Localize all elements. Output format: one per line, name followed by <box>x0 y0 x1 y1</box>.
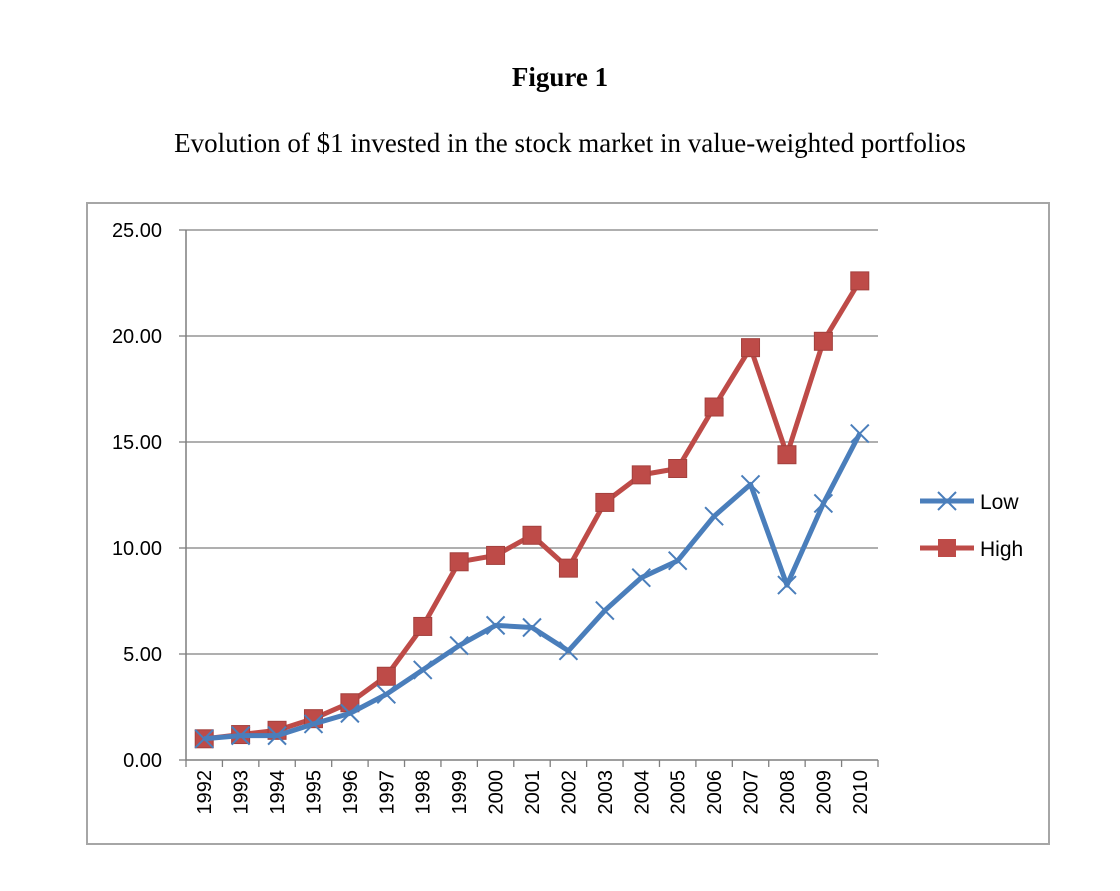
data-point <box>558 558 578 578</box>
x-tick-label: 1998 <box>413 770 435 815</box>
marker-stroke <box>813 493 834 514</box>
y-tick-label: 0.00 <box>123 750 162 772</box>
marker-stroke <box>740 474 761 495</box>
data-point <box>485 615 506 636</box>
marker-stroke <box>303 714 324 734</box>
marker-stroke <box>449 635 469 656</box>
y-tick-label: 15.00 <box>112 432 162 454</box>
x-tick-label: 2005 <box>668 770 690 815</box>
series-low <box>194 423 870 749</box>
data-point <box>558 641 579 661</box>
marker-stroke <box>937 491 957 511</box>
legend: Low High <box>920 491 1023 561</box>
marker-stroke <box>595 600 615 621</box>
chart-frame <box>86 202 1050 845</box>
data-point <box>741 338 761 358</box>
legend-item-high: High <box>920 538 1023 561</box>
figure-title: Figure 1 <box>511 62 609 92</box>
series <box>194 271 870 749</box>
marker-stroke <box>631 567 651 588</box>
data-point <box>704 506 724 526</box>
data-point <box>340 703 360 724</box>
marker-stroke <box>704 506 724 526</box>
data-point <box>230 725 251 746</box>
data-point <box>449 552 469 572</box>
x-tick-label: 1992 <box>194 770 216 815</box>
x-tick-label: 1993 <box>231 770 253 815</box>
data-point <box>850 423 870 444</box>
figure-subtitle: Evolution of $1 invested in the stock ma… <box>174 128 966 158</box>
marker-stroke <box>558 641 579 661</box>
data-point <box>777 445 797 465</box>
axes <box>179 229 879 767</box>
x-tick-labels: 1992 1993 1994 1995 1996 1997 1998 1999 2000 2001… <box>194 770 872 815</box>
data-point <box>850 271 870 291</box>
marker-stroke <box>267 725 287 746</box>
data-point <box>522 525 542 545</box>
data-point <box>667 551 688 571</box>
x-tick-label: 2001 <box>522 770 544 815</box>
series-line <box>203 432 863 742</box>
data-point <box>413 660 433 680</box>
data-point <box>303 714 324 734</box>
y-tick-labels: 0.00 5.00 10.00 15.00 20.00 25.00 <box>112 220 162 772</box>
data-point <box>267 725 287 746</box>
data-point <box>704 397 724 417</box>
marker-stroke <box>230 725 251 746</box>
x-tick-label: 2008 <box>777 770 799 815</box>
data-point <box>413 616 433 636</box>
series-high <box>194 271 870 749</box>
y-tick-label: 10.00 <box>112 538 162 560</box>
marker-stroke <box>777 575 797 595</box>
marker-stroke <box>850 423 870 444</box>
x-tick-label: 1995 <box>303 770 325 815</box>
x-tick-label: 2003 <box>595 770 617 815</box>
data-point <box>194 729 214 749</box>
x-tick-label: 2002 <box>558 770 580 815</box>
marker-stroke <box>413 660 433 680</box>
x-tick-label: 2006 <box>704 770 726 815</box>
x-tick-label: 2000 <box>486 770 508 815</box>
marker-stroke <box>194 729 214 749</box>
legend-label: High <box>980 538 1023 561</box>
x-tick-label: 1996 <box>340 770 362 815</box>
legend-label: Low <box>980 491 1019 514</box>
data-point <box>668 459 688 478</box>
data-point <box>376 666 396 686</box>
data-point <box>486 545 506 565</box>
data-point <box>777 575 797 595</box>
marker-stroke <box>376 684 397 704</box>
gridlines <box>186 229 878 655</box>
data-point <box>631 465 651 485</box>
legend-marker <box>938 539 956 557</box>
x-tick-label: 2009 <box>813 770 835 815</box>
x-tick-label: 1994 <box>267 770 289 815</box>
data-point <box>595 600 615 621</box>
marker-stroke <box>522 617 542 638</box>
data-point <box>522 617 542 638</box>
y-tick-label: 20.00 <box>112 326 162 348</box>
data-point <box>449 635 469 656</box>
data-point <box>631 567 651 588</box>
data-point <box>813 493 834 514</box>
data-point <box>595 492 615 512</box>
x-tick-label: 2010 <box>850 770 872 815</box>
x-tick-label: 2007 <box>741 770 763 815</box>
marker-stroke <box>667 551 688 571</box>
marker-stroke <box>340 703 360 724</box>
marker-stroke <box>485 615 506 636</box>
y-tick-label: 5.00 <box>123 644 162 666</box>
legend-item-low: Low <box>920 491 1019 514</box>
x-tick-label: 1997 <box>376 770 398 815</box>
x-tick-label: 1999 <box>449 770 471 815</box>
data-point <box>376 684 397 704</box>
legend-marker <box>937 491 957 511</box>
data-point <box>813 331 833 351</box>
y-tick-label: 25.00 <box>112 220 162 242</box>
data-point <box>740 474 761 495</box>
x-tick-label: 2004 <box>631 770 653 815</box>
